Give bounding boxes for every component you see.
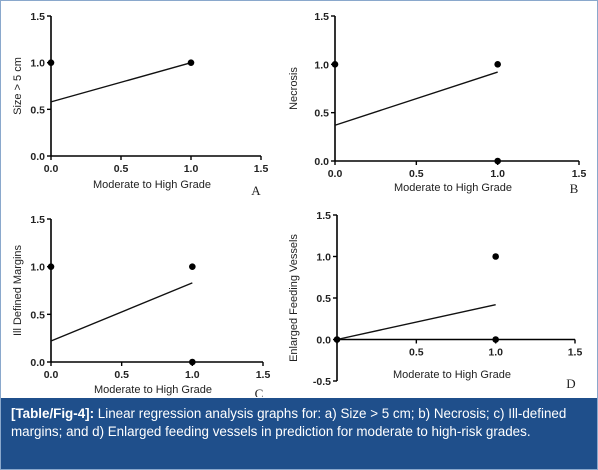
panel-d-x-axis-title: Moderate to High Grade — [393, 369, 511, 381]
caption-text: Linear regression analysis graphs for: a… — [11, 406, 567, 439]
panel-b-data-point — [494, 61, 501, 68]
panel-b-x-axis-title: Moderate to High Grade — [394, 182, 512, 194]
panel-c-data-point — [189, 358, 196, 366]
panel-a-y-tick-label: 0.0 — [30, 151, 45, 163]
panel-c-x-axis-title: Moderate to High Grade — [94, 384, 212, 396]
panel-c-x-tick-label: 0.0 — [44, 369, 59, 381]
panel-b-x-tick-label: 1.5 — [572, 168, 587, 180]
panel-a-letter: A — [251, 183, 261, 198]
panel-a-y-tick-label: 1.0 — [30, 58, 45, 70]
panel-d-x-tick-label: 1.5 — [568, 347, 583, 359]
panel-a-x-tick-label: 1.5 — [254, 163, 269, 175]
panel-b-y-tick-label: 0.5 — [314, 108, 329, 120]
panel-d-data-point — [492, 336, 499, 343]
panel-c-y-tick-label: 0.0 — [30, 357, 45, 369]
panel-b-y-axis-title: Necrosis — [288, 67, 300, 110]
panel-a-data-point — [47, 59, 55, 66]
panel-a-y-tick-label: 0.5 — [30, 104, 45, 116]
panel-a-regression-line — [50, 61, 192, 103]
panel-c-data-point — [47, 263, 55, 270]
regression-charts-svg: 0.0 0.5 1.0 1.5 0.0 0.5 1.0 1.5 Moderate to High… — [12, 11, 587, 397]
panel-b-y-tick-label: 1.0 — [314, 59, 329, 71]
panel-c-x-tick-label: 1.0 — [185, 369, 200, 381]
panel-c-x-tick-label: 0.5 — [114, 369, 129, 381]
panel-a-x-tick-label: 0.5 — [114, 163, 129, 175]
panel-b-y-tick-label: 0.0 — [314, 156, 329, 168]
panel-c-y-axis-title: Ill Defined Margins — [12, 244, 24, 336]
panel-c-letter: C — [255, 386, 264, 397]
panel-d-y-tick-label: 1.5 — [316, 210, 331, 222]
panel-d-data-point — [333, 336, 341, 343]
caption-label: [Table/Fig-4]: — [11, 406, 95, 421]
panel-a-x-tick-label: 1.0 — [184, 163, 199, 175]
panel-b-regression-line — [334, 71, 498, 126]
panel-b-data-point — [331, 61, 339, 68]
panel-c-y-tick-label: 1.0 — [30, 262, 45, 274]
panel-d-y-tick-label: 0.5 — [316, 293, 331, 305]
panel-b-x-tick-label: 0.5 — [409, 168, 424, 180]
panel-b-y-tick-label: 1.5 — [314, 11, 329, 23]
panel-d-regression-line — [336, 303, 496, 341]
panel-a-y-axis-title: Size > 5 cm — [12, 57, 24, 115]
panel-c-y-tick-label: 0.5 — [30, 309, 45, 321]
panel-d-letter: D — [566, 376, 575, 391]
panel-a-x-tick-label: 0.0 — [44, 163, 59, 175]
panel-b-x-tick-label: 1.0 — [490, 168, 505, 180]
panel-c-regression-line — [50, 282, 193, 342]
figure-caption: [Table/Fig-4]: Linear regression analysi… — [1, 398, 597, 469]
panel-c-data-point — [189, 263, 196, 270]
panel-d-y-axis-title: Enlarged Feeding Vessels — [288, 234, 300, 362]
panel-b-x-tick-label: 0.0 — [328, 168, 343, 180]
panel-b-data-point — [494, 157, 501, 165]
panel-d-y-tick-label: 1.0 — [316, 252, 331, 264]
panel-c-y-tick-label: 1.5 — [30, 214, 45, 226]
panel-d-data-point — [492, 253, 499, 260]
panel-b-letter: B — [570, 181, 579, 196]
panel-d-x-tick-label: 1.0 — [488, 347, 503, 359]
panel-d-x-tick-label: 0.5 — [409, 347, 424, 359]
panel-c-x-tick-label: 1.5 — [256, 369, 271, 381]
panel-d-y-tick-label: 0.0 — [316, 335, 331, 347]
panel-a-data-point — [187, 59, 195, 66]
panel-a-y-tick-label: 1.5 — [30, 11, 45, 23]
panel-a-x-axis-title: Moderate to High Grade — [93, 179, 211, 191]
panel-d-y-tick-label: -0.5 — [313, 376, 331, 388]
chart-panels: 0.0 0.5 1.0 1.5 0.0 0.5 1.0 1.5 Moderate to High… — [1, 1, 597, 397]
